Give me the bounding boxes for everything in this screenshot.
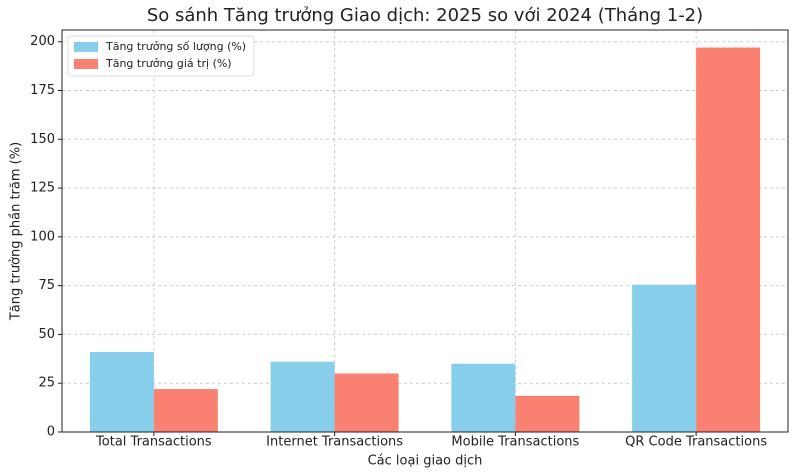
x-tick-label: Total Transactions (95, 435, 212, 450)
bar (696, 47, 761, 432)
y-tick-label: 75 (38, 278, 55, 293)
bar (632, 284, 697, 432)
legend-swatch (74, 42, 98, 52)
bar (515, 395, 580, 432)
x-tick-label: Mobile Transactions (451, 435, 579, 450)
y-tick-label: 0 (47, 425, 55, 440)
x-tick-label: QR Code Transactions (625, 435, 767, 450)
y-axis-label: Tăng trưởng phần trăm (%) (9, 142, 24, 321)
legend: Tăng trưởng số lượng (%) Tăng trưởng giá … (67, 35, 255, 77)
legend-box (67, 35, 255, 77)
legend-label: Tăng trưởng số lượng (%) (105, 40, 246, 53)
bar (153, 389, 218, 432)
y-tick-label: 175 (30, 83, 55, 98)
plot-frame (61, 29, 789, 433)
bar (451, 363, 516, 432)
y-tick-label: 25 (38, 376, 55, 391)
y-tick-label: 200 (30, 34, 55, 49)
y-tick-label: 150 (30, 132, 55, 147)
legend-label: Tăng trưởng giá trị (%) (105, 57, 232, 70)
chart-title: So sánh Tăng trưởng Giao dịch: 2025 so v… (147, 5, 703, 26)
y-tick-label: 50 (38, 327, 55, 342)
x-tick-label: Internet Transactions (266, 435, 403, 450)
legend-swatch (74, 59, 98, 69)
x-axis-label: Các loại giao dịch (368, 454, 483, 469)
bar (334, 373, 399, 432)
bar (89, 351, 154, 432)
y-tick-label: 125 (30, 181, 55, 196)
bar (270, 361, 335, 432)
y-tick-label: 100 (30, 229, 55, 244)
